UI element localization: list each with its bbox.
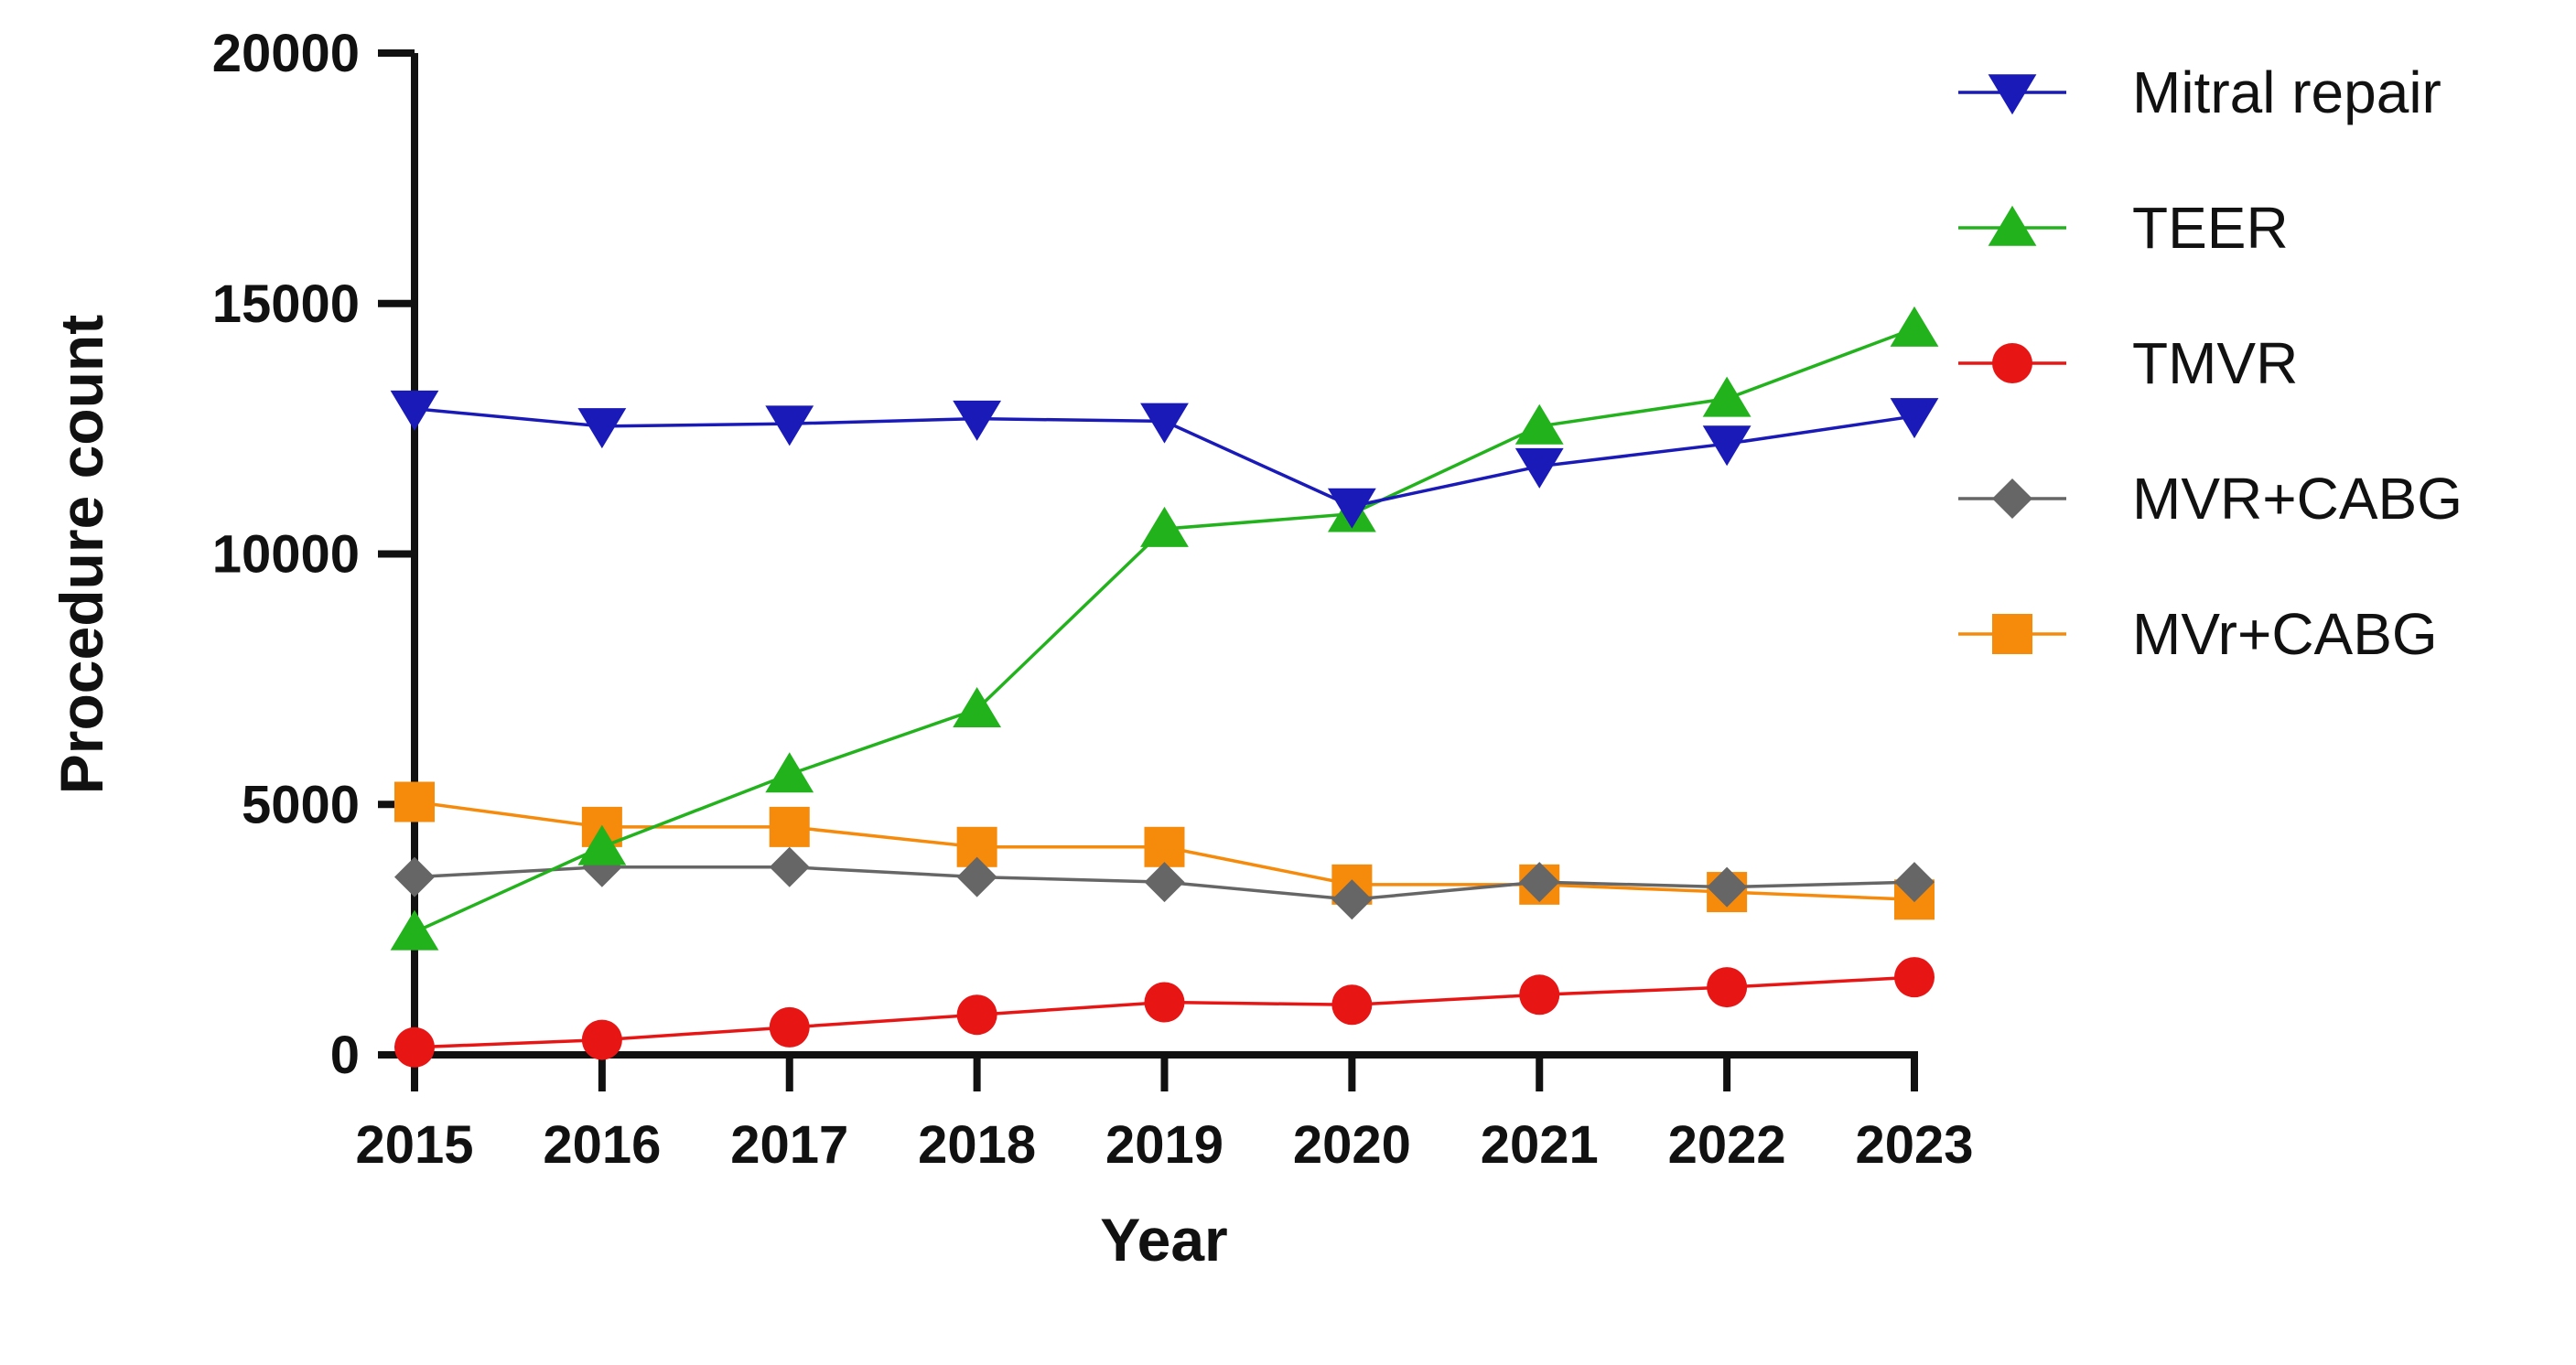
y-tick-label: 20000 [212, 24, 360, 83]
x-tick-label: 2019 [1105, 1115, 1223, 1175]
data-point [394, 856, 435, 897]
data-point [394, 781, 435, 822]
legend-label: MVR+CABG [2132, 466, 2463, 532]
x-tick-label: 2015 [355, 1115, 473, 1175]
legend-label: TEER [2132, 195, 2289, 261]
legend-item-mitral-repair: Mitral repair [1958, 59, 2441, 125]
data-point [1140, 403, 1189, 444]
legend-marker [1992, 614, 2032, 654]
legend-marker [1992, 478, 2032, 519]
data-point [1702, 376, 1751, 417]
data-point [1514, 447, 1564, 489]
legend-marker [1988, 205, 2037, 246]
data-point [956, 856, 997, 897]
x-axis-title: Year [1100, 1206, 1227, 1274]
data-point [1702, 425, 1751, 467]
data-point [1514, 403, 1564, 445]
legend-item-mvr-cabg: MVR+CABG [1958, 466, 2463, 532]
x-tick-label: 2023 [1855, 1115, 1973, 1175]
x-tick-label: 2017 [730, 1115, 848, 1175]
data-point [769, 1006, 810, 1048]
data-point [1144, 826, 1185, 867]
data-point [390, 909, 439, 951]
legend-item-mvr-cabg: MVr+CABG [1958, 601, 2438, 667]
data-point [953, 400, 1002, 441]
y-tick-label: 0 [330, 1026, 360, 1085]
data-point [1327, 488, 1376, 529]
legend-item-teer: TEER [1958, 195, 2289, 261]
data-point [765, 405, 814, 446]
y-axis-title: Procedure count [48, 315, 115, 794]
data-point [1894, 862, 1935, 903]
axes: 0 5000 10000 15000 20000 2015 2016 2017 2018 2019… [212, 24, 1974, 1175]
data-point [577, 824, 627, 865]
data-point [1140, 506, 1189, 547]
y-tick-label: 10000 [212, 525, 360, 585]
series-teer [390, 306, 1939, 951]
data-point [1707, 967, 1748, 1008]
data-point [1331, 984, 1373, 1026]
data-point [1519, 974, 1560, 1016]
legend-marker [1988, 74, 2037, 115]
legend-marker [1992, 343, 2032, 383]
series-mitral-repair [390, 390, 1939, 529]
data-point [769, 806, 810, 847]
data-point [956, 994, 997, 1036]
y-tick-label: 5000 [242, 775, 360, 834]
data-point [394, 1026, 435, 1068]
series-tmvr [394, 957, 1935, 1068]
data-point [390, 390, 439, 431]
legend: Mitral repair TEER TMVR MVR+CABG MVr+CABG [1958, 59, 2463, 667]
data-point [1519, 862, 1560, 903]
data-point [953, 687, 1002, 728]
x-tick-label: 2018 [918, 1115, 1036, 1175]
x-tick-label: 2022 [1668, 1115, 1786, 1175]
data-point [1890, 398, 1939, 439]
x-tick-label: 2016 [543, 1115, 661, 1175]
legend-label: TMVR [2132, 330, 2298, 396]
data-point [1894, 957, 1935, 998]
x-tick-label: 2021 [1481, 1115, 1599, 1175]
series-group [390, 306, 1939, 1068]
legend-item-tmvr: TMVR [1958, 330, 2298, 396]
data-point [1890, 306, 1939, 347]
data-point [1331, 879, 1373, 920]
legend-label: Mitral repair [2132, 59, 2441, 125]
data-point [577, 408, 627, 449]
data-point [1707, 866, 1748, 908]
x-tick-label: 2020 [1293, 1115, 1411, 1175]
data-point [581, 1019, 622, 1060]
series-mvr-cabg [394, 846, 1935, 920]
data-point [1144, 982, 1185, 1023]
legend-label: MVr+CABG [2132, 601, 2438, 667]
data-point [769, 846, 810, 887]
data-point [1144, 862, 1185, 903]
y-tick-label: 15000 [212, 274, 360, 334]
data-point [765, 752, 814, 793]
